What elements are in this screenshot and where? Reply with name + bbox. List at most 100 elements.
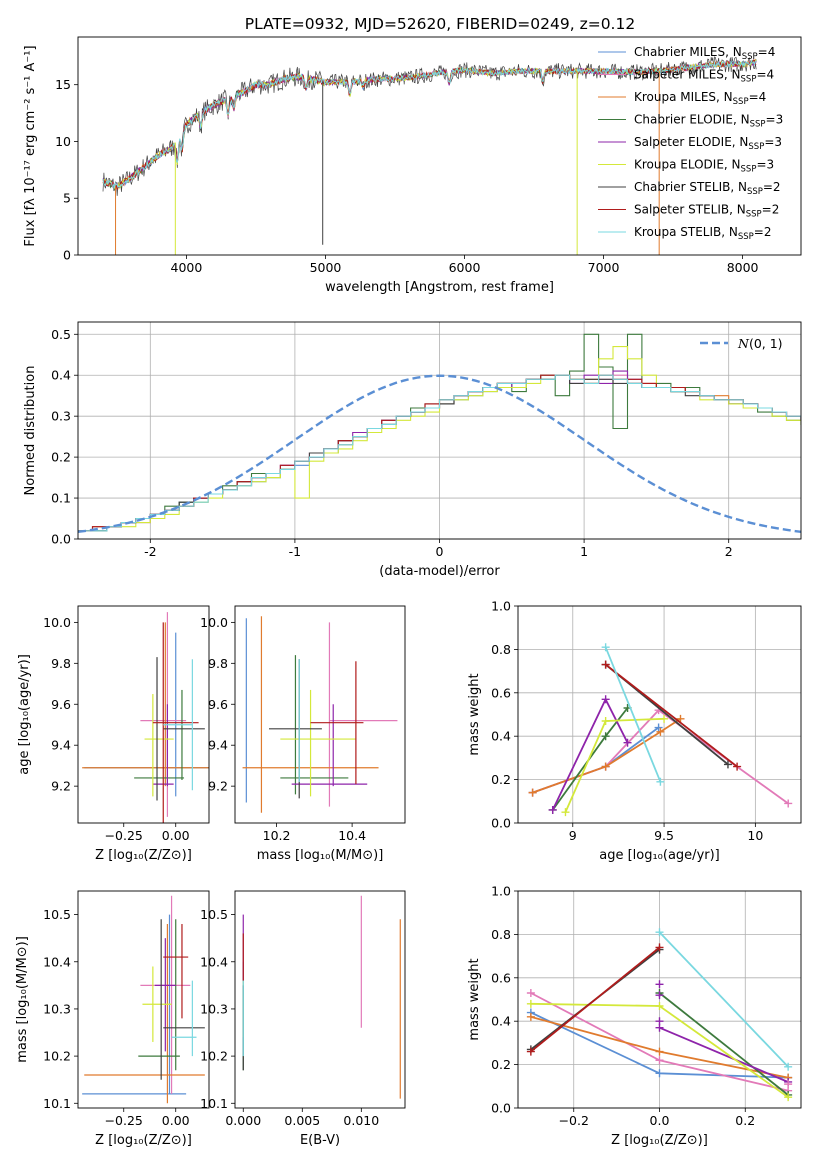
marker-plus <box>784 1080 793 1089</box>
marker-plus <box>655 1002 664 1011</box>
x-tick-label: 2 <box>725 544 733 559</box>
y-tick-label: 9.4 <box>208 738 228 753</box>
age_vs_Z-panel: −0.25 0.00 9.2 9.4 9.6 9.8 10.0 Z [log₁₀(Z/Z⊙)]… <box>17 605 210 863</box>
legend-subscript: SSP <box>738 232 754 242</box>
y-tick-label: 0.8 <box>491 642 511 657</box>
spectrum-panel: 4000 5000 6000 7000 8000 0 5 10 15 wavelength [An… <box>23 36 802 295</box>
axes-frame <box>234 890 406 1109</box>
legend-label: Salpeter ELODIE, NSSP=3 <box>634 135 782 152</box>
marker-plus <box>601 762 610 771</box>
x-tick-label: -1 <box>289 544 301 559</box>
marker-plus <box>655 1017 664 1026</box>
histogram-series <box>78 374 801 532</box>
x-tick-label: 0.000 <box>225 1113 261 1128</box>
legend-subscript: SSP <box>746 210 762 220</box>
marker-plus <box>655 1056 664 1065</box>
y-tick-label: 5 <box>63 191 71 206</box>
spectrum-data <box>102 56 757 255</box>
legend-count: =2 <box>763 180 781 194</box>
x-tick-label: 7000 <box>588 260 620 275</box>
y-tick-label: 10 <box>55 134 71 149</box>
legend-subscript: SSP <box>742 52 758 62</box>
mass-weight-series <box>532 718 681 794</box>
y-tick-label: 1.0 <box>491 884 511 899</box>
marker-plus <box>655 991 664 1000</box>
x-axis-label: Z [log₁₀(Z/Z⊙)] <box>611 1133 708 1148</box>
marker-plus <box>526 1047 535 1056</box>
histogram-series <box>78 374 801 532</box>
y-tick-label: 0.3 <box>51 409 71 424</box>
axes-frame <box>77 890 210 1109</box>
mass-weight-series <box>564 717 665 813</box>
marker-plus <box>561 808 570 817</box>
y-tick-label: 10.1 <box>200 1096 228 1111</box>
y-tick-label: 10.4 <box>200 954 228 969</box>
legend-count: =2 <box>762 203 780 217</box>
age_vs_Z-data <box>82 612 209 823</box>
y-tick-label: 10.0 <box>43 615 71 630</box>
legend-subscript: SSP <box>733 97 749 107</box>
legend-count: =3 <box>766 113 784 127</box>
y-tick-label: 9.4 <box>51 738 71 753</box>
y-tick-label: 10.4 <box>43 954 71 969</box>
y-tick-label: 0.6 <box>491 685 511 700</box>
y-tick-label: 9.8 <box>208 656 228 671</box>
massweight_vs_age-data <box>528 643 793 817</box>
x-tick-label: 0.00 <box>162 828 190 843</box>
x-tick-label: 0.2 <box>735 1113 755 1128</box>
legend-count: =3 <box>756 158 774 172</box>
marker-plus <box>676 714 685 723</box>
y-axis-label: Normed distribution <box>23 366 38 496</box>
legend-count: =3 <box>764 135 782 149</box>
histogram-series <box>78 374 801 532</box>
y-tick-label: 9.6 <box>208 697 228 712</box>
legend-count: =4 <box>756 68 774 82</box>
y-tick-label: 0.8 <box>491 927 511 942</box>
legend-count: =4 <box>758 45 776 59</box>
marker-plus <box>526 988 535 997</box>
y-tick-label: 0.1 <box>51 491 71 506</box>
marker-plus <box>601 695 610 704</box>
y-tick-label: 10.3 <box>200 1001 228 1016</box>
legend-label: Salpeter MILES, NSSP=4 <box>634 68 774 85</box>
y-tick-label: 9.2 <box>208 779 228 794</box>
marker-plus <box>601 643 610 652</box>
y-tick-label: 15 <box>55 77 71 92</box>
axes-frame <box>234 605 406 824</box>
x-axis-label: wavelength [Angstrom, rest frame] <box>325 280 554 295</box>
x-axis-label: age [log₁₀(age/yr)] <box>599 848 720 863</box>
x-tick-label: 1 <box>580 544 588 559</box>
x-tick-label: 0 <box>436 544 444 559</box>
legend-label-symbol: N <box>737 336 750 351</box>
marker-plus <box>655 928 664 937</box>
x-tick-label: 9.5 <box>654 828 674 843</box>
axes-frame <box>77 605 210 824</box>
mass-weight-series <box>658 992 789 1096</box>
marker-plus <box>526 999 535 1008</box>
marker-plus <box>784 1062 793 1071</box>
legend-label: Kroupa STELIB, NSSP=2 <box>634 225 772 242</box>
legend-count: =4 <box>749 90 767 104</box>
y-tick-label: 0.4 <box>491 729 511 744</box>
marker-plus <box>601 732 610 741</box>
residuals-panel: -2 -1 0 1 2 0.0 0.1 0.2 0.3 0.4 0.5 (data-model)/er… <box>23 321 802 579</box>
mass_vs_EBV-data <box>242 895 401 1099</box>
spectrum-legend: Chabrier MILES, NSSP=4 Salpeter MILES, NS… <box>598 45 783 242</box>
marker-plus <box>656 727 665 736</box>
marker-plus <box>548 805 557 814</box>
mass_vs_Z-panel: −0.25 0.00 10.1 10.2 10.3 10.4 10.5 Z [log₁₀(Z/… <box>15 890 210 1148</box>
y-axis-label: mass weight <box>467 673 482 755</box>
y-tick-label: 10.0 <box>200 615 228 630</box>
legend-count: =2 <box>754 225 772 239</box>
x-tick-label: 9 <box>569 828 577 843</box>
mass_vs_EBV-panel: 0.000 0.005 0.010 10.1 10.2 10.3 10.4 10.5 E(B-V… <box>200 890 406 1148</box>
histogram-series <box>78 346 801 532</box>
y-tick-label: 0.0 <box>51 532 71 547</box>
x-tick-label: −0.25 <box>105 1113 143 1128</box>
x-tick-label: −0.25 <box>105 828 143 843</box>
marker-plus <box>601 660 610 669</box>
marker-plus <box>656 777 665 786</box>
y-tick-label: 9.6 <box>51 697 71 712</box>
